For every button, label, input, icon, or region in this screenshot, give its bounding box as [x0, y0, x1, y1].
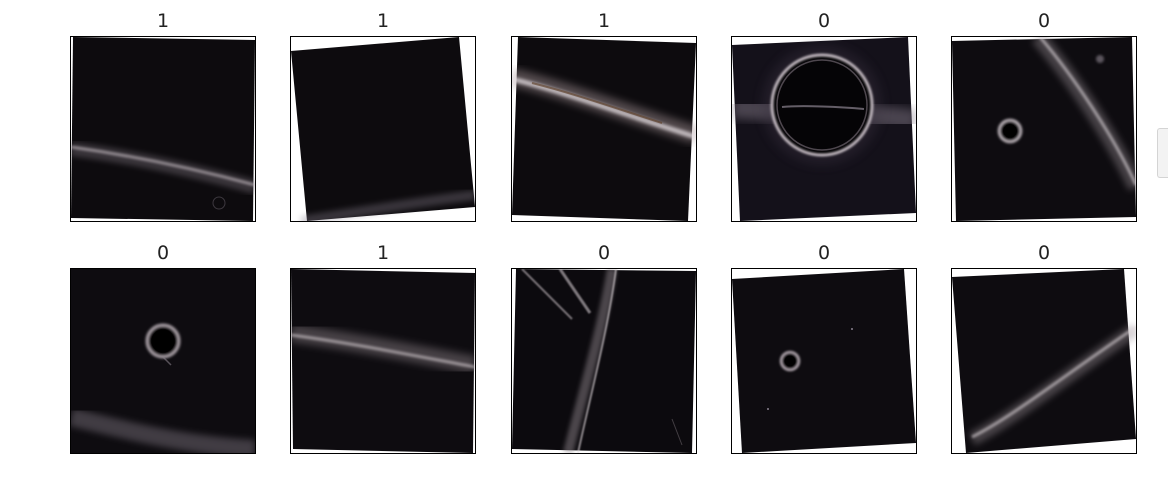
panel-3: 1	[511, 8, 697, 222]
night-sky-image	[71, 37, 255, 221]
panel-label: 0	[156, 242, 170, 264]
panel-label: 1	[376, 10, 390, 32]
panel-8: 0	[511, 240, 697, 454]
panel-label: 1	[597, 10, 611, 32]
panel-image	[951, 36, 1137, 222]
panel-image	[290, 268, 476, 454]
panel-label: 0	[817, 10, 831, 32]
collapse-handle[interactable]	[1157, 128, 1168, 178]
panel-image	[731, 268, 917, 454]
panel-image	[290, 36, 476, 222]
panel-4: 0	[731, 8, 917, 222]
panel-image	[511, 268, 697, 454]
panel-label: 1	[376, 242, 390, 264]
panel-label: 0	[817, 242, 831, 264]
black-hole-image	[732, 37, 916, 221]
night-sky-image	[291, 269, 475, 453]
panel-image	[70, 36, 256, 222]
panel-label: 0	[597, 242, 611, 264]
panel-image	[951, 268, 1137, 454]
black-hole-image	[952, 37, 1136, 221]
black-hole-image	[952, 269, 1136, 453]
night-sky-image	[512, 37, 696, 221]
panel-1: 1	[70, 8, 256, 222]
black-hole-image	[71, 269, 255, 453]
black-hole-image	[512, 269, 696, 453]
panel-label: 0	[1037, 10, 1051, 32]
panel-9: 0	[731, 240, 917, 454]
panel-image	[731, 36, 917, 222]
panel-10: 0	[951, 240, 1137, 454]
panel-7: 1	[290, 240, 476, 454]
panel-image	[511, 36, 697, 222]
panel-5: 0	[951, 8, 1137, 222]
panel-2: 1	[290, 8, 476, 222]
panel-label: 1	[156, 10, 170, 32]
black-hole-image	[732, 269, 916, 453]
night-sky-image	[291, 37, 475, 221]
panel-image	[70, 268, 256, 454]
panel-6: 0	[70, 240, 256, 454]
panel-label: 0	[1037, 242, 1051, 264]
